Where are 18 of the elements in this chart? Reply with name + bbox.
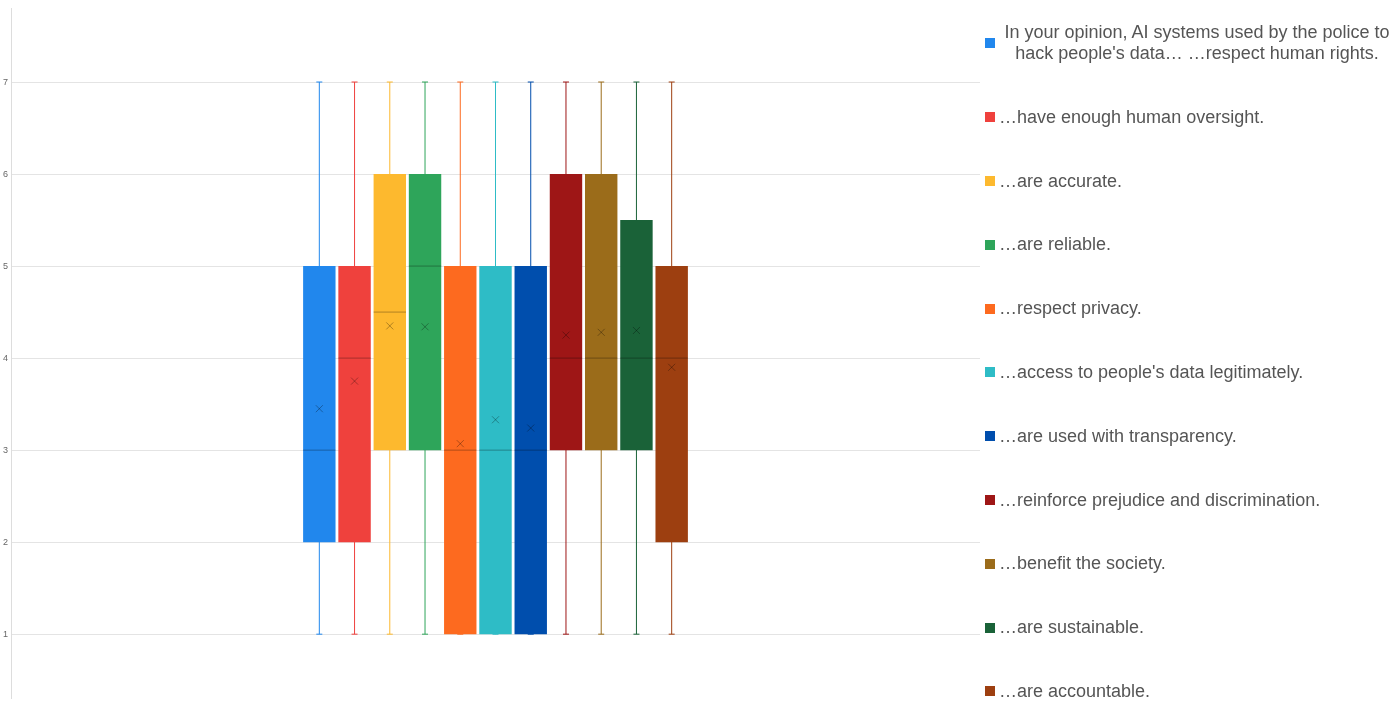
legend-label: …respect privacy.	[999, 298, 1142, 320]
legend-label: …are used with transparency.	[999, 425, 1237, 447]
y-tick-label: 2	[2, 536, 9, 547]
legend-label: …reinforce prejudice and discrimination.	[999, 489, 1321, 511]
legend-label: …are accurate.	[999, 170, 1123, 192]
legend-label: …access to people's data legitimately.	[999, 361, 1304, 383]
legend-label: …are accountable.	[999, 680, 1151, 702]
y-tick-label: 1	[2, 628, 9, 639]
legend-label: …benefit the society.	[999, 553, 1166, 575]
y-tick-label: 6	[2, 168, 9, 179]
legend-label: In your opinion, AI systems used by the police to hack people's data… …respect human rights.	[1003, 22, 1391, 64]
legend-label: …are reliable.	[999, 234, 1112, 256]
legend-label: …have enough human oversight.	[999, 106, 1265, 128]
y-tick-label: 3	[2, 444, 9, 455]
y-tick-label: 5	[2, 260, 9, 271]
y-tick-label: 7	[2, 76, 9, 87]
legend-label: …are sustainable.	[999, 617, 1145, 639]
y-tick-label: 4	[2, 352, 9, 363]
